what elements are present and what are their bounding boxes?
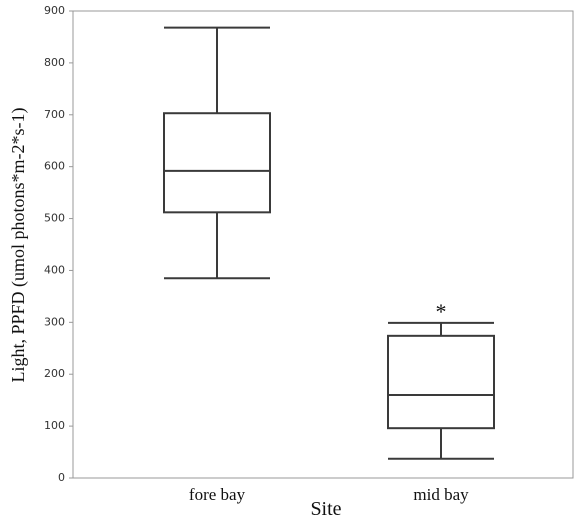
y-tick-label: 900 (44, 4, 65, 17)
y-tick-label: 200 (44, 367, 65, 380)
y-tick-label: 100 (44, 419, 65, 432)
y-tick-label: 800 (44, 56, 65, 69)
y-tick-label: 500 (44, 212, 65, 225)
y-tick-label: 600 (44, 160, 65, 173)
box (163, 112, 271, 214)
plot-frame (72, 10, 574, 479)
x-tick-label: mid bay (413, 485, 469, 504)
y-tick-label: 400 (44, 263, 65, 276)
y-tick-label: 300 (44, 315, 65, 328)
y-axis-label: Light, PPFD (umol photons*m-2*s-1) (8, 107, 29, 382)
annotation: * (436, 299, 447, 324)
y-tick-label: 700 (44, 108, 65, 121)
y-tick-label: 0 (58, 471, 65, 484)
x-axis-label: Site (310, 498, 341, 520)
box (387, 334, 495, 430)
x-tick-label: fore bay (189, 485, 246, 504)
